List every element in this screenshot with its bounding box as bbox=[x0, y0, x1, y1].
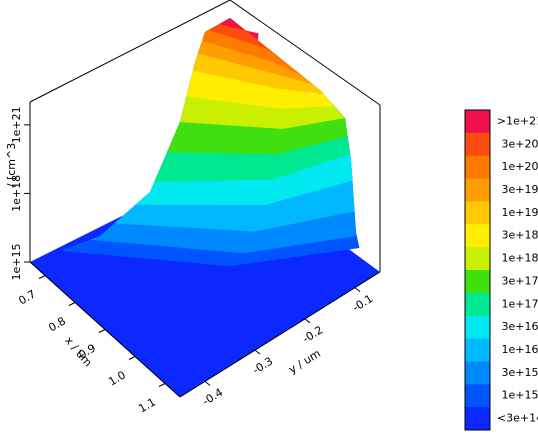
colorbar-swatch bbox=[465, 224, 490, 248]
colorbar-label: <3e+14 bbox=[497, 412, 538, 425]
x-tick bbox=[68, 302, 76, 306]
colorbar-label: >1e+21 bbox=[497, 114, 538, 127]
colorbar-label: 3e+16 bbox=[502, 320, 538, 333]
y-axis-label: y / um bbox=[286, 347, 322, 377]
colorbar-label: 3e+19 bbox=[502, 183, 538, 196]
x-tick bbox=[38, 275, 46, 279]
colorbar-label: 1e+17 bbox=[502, 297, 538, 310]
colorbar-label: 1e+15 bbox=[502, 389, 538, 402]
y-tick-label: -0.4 bbox=[200, 386, 225, 408]
z-tick-label: 1e+15 bbox=[10, 244, 23, 281]
y-tick bbox=[254, 349, 261, 355]
colorbar-swatch bbox=[465, 155, 490, 180]
x-tick-label: 0.8 bbox=[46, 314, 68, 334]
y-tick-label: -0.1 bbox=[350, 292, 375, 314]
surface bbox=[30, 18, 380, 397]
y-tick bbox=[354, 287, 361, 293]
colorbar-swatch bbox=[465, 315, 490, 340]
colorbar-swatch bbox=[465, 201, 490, 225]
colorbar-swatch bbox=[465, 247, 490, 271]
colorbar-label: 3e+20 bbox=[502, 137, 538, 150]
y-tick bbox=[304, 318, 311, 324]
colorbar-swatch bbox=[465, 132, 490, 157]
box-edge bbox=[29, 0, 231, 103]
z-tick-label: 1e+18 bbox=[10, 175, 23, 212]
colorbar-label: 3e+18 bbox=[502, 229, 538, 242]
colorbar-label: 3e+17 bbox=[502, 274, 538, 287]
box-back bbox=[29, 0, 381, 272]
x-tick bbox=[158, 383, 166, 387]
colorbar-swatch bbox=[465, 178, 490, 202]
y-tick-label: -0.2 bbox=[300, 323, 325, 345]
colorbar-label: 1e+16 bbox=[502, 343, 538, 356]
colorbar-swatch bbox=[465, 407, 490, 431]
y-tick bbox=[204, 380, 211, 386]
surface-band bbox=[219, 18, 259, 41]
x-tick-label: 0.7 bbox=[16, 287, 38, 307]
x-tick bbox=[98, 329, 106, 333]
z-axis-label: / [cm^3 bbox=[5, 143, 18, 187]
box-edge bbox=[179, 271, 381, 398]
x-tick bbox=[128, 356, 136, 360]
colorbar-swatch bbox=[465, 270, 490, 294]
colorbar-swatch bbox=[465, 361, 490, 385]
x-tick-label: 1.0 bbox=[106, 368, 128, 388]
z-tick-label: 1e+21 bbox=[10, 106, 23, 143]
surface-band bbox=[208, 18, 286, 63]
colorbar-swatch bbox=[465, 110, 490, 134]
colorbar-label: 3e+15 bbox=[502, 366, 538, 379]
colorbar-swatch bbox=[465, 338, 490, 362]
colorbar-label: 1e+18 bbox=[502, 252, 538, 265]
colorbar-label: 1e+19 bbox=[502, 206, 538, 219]
x-tick-label: 1.1 bbox=[136, 395, 158, 415]
y-tick-label: -0.3 bbox=[250, 355, 275, 377]
colorbar-swatch bbox=[465, 384, 490, 408]
colorbar-swatch bbox=[465, 292, 490, 317]
colorbar-frame bbox=[464, 109, 491, 431]
colorbar-label: 1e+20 bbox=[502, 160, 538, 173]
box-edge bbox=[229, 0, 381, 106]
